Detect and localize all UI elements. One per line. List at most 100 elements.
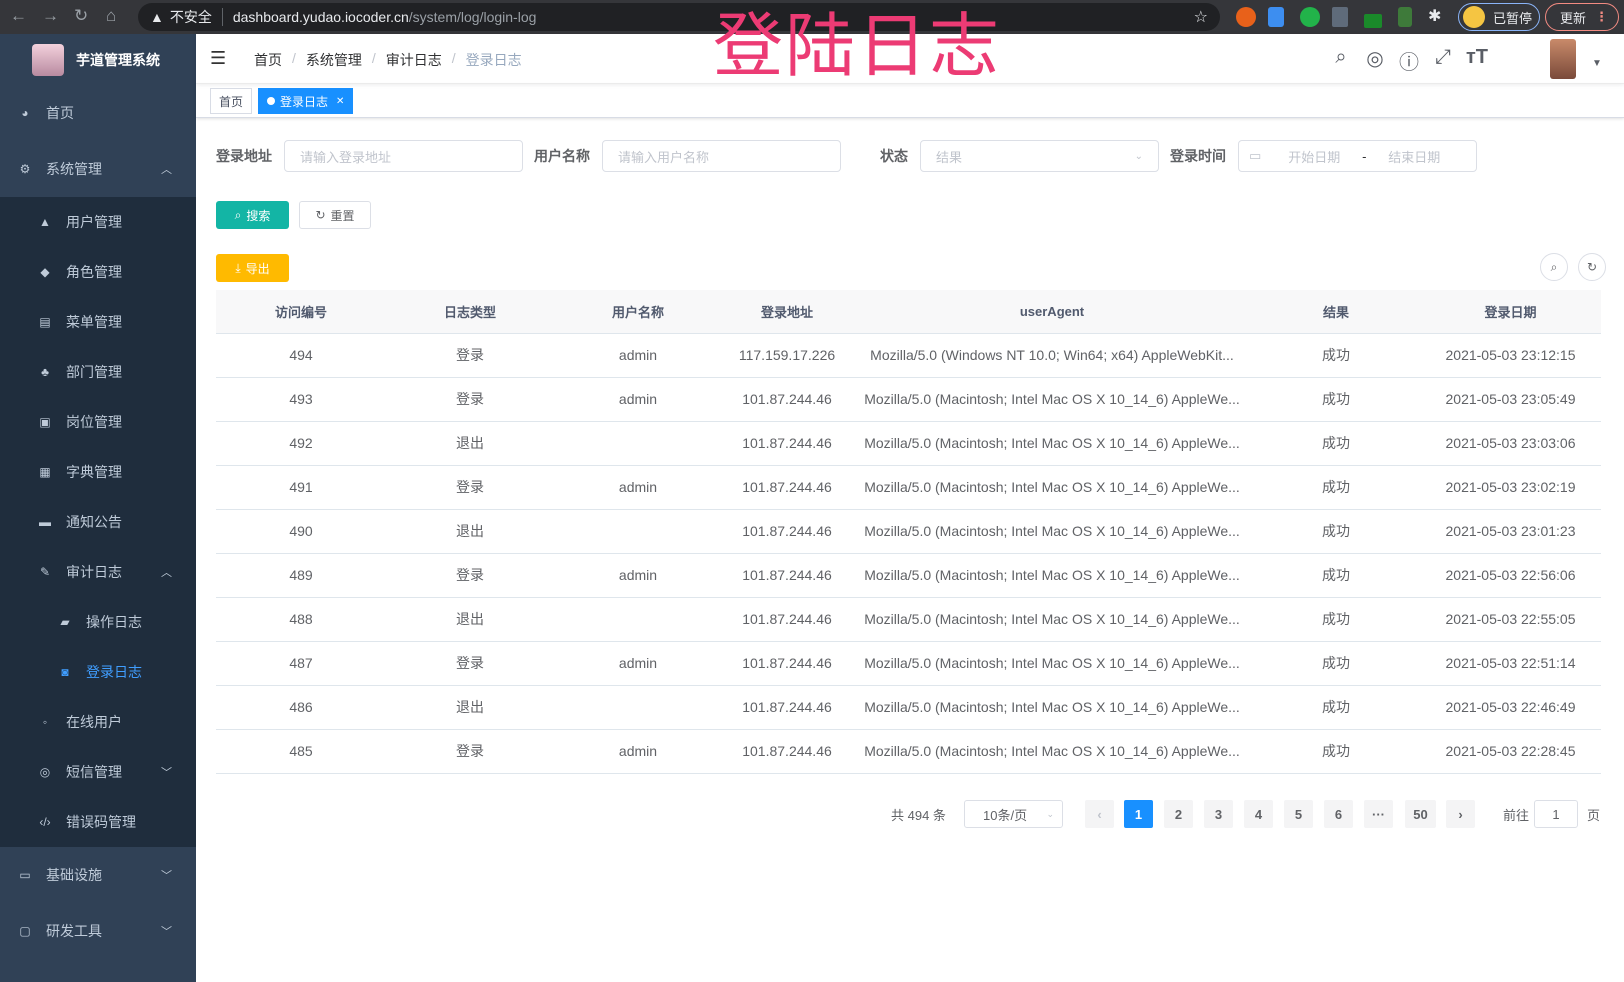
toggle-search-button[interactable]: ⌕: [1540, 253, 1568, 281]
page-button[interactable]: 6: [1324, 800, 1353, 828]
sidebar-item[interactable]: ‹/› 错误码管理: [0, 797, 196, 847]
extension-icon[interactable]: [1332, 7, 1348, 27]
column-header: 登录日期: [1420, 290, 1601, 334]
update-button[interactable]: 更新 ⋮: [1545, 3, 1619, 31]
table-row[interactable]: 487 登录 admin 101.87.244.46 Mozilla/5.0 (Maci…: [216, 641, 1601, 686]
prev-page-button[interactable]: ‹: [1085, 800, 1114, 828]
table-cell: admin: [554, 333, 722, 378]
sidebar-item[interactable]: ◆ 角色管理: [0, 247, 196, 297]
reload-icon[interactable]: ↻: [74, 6, 89, 25]
chevron-left-icon: ‹: [1097, 806, 1102, 822]
search-button[interactable]: ⌕ 搜索: [216, 201, 289, 229]
extension-icon[interactable]: [1236, 7, 1256, 27]
address-bar[interactable]: ▲ 不安全 dashboard.yudao.iocoder.cn /system…: [138, 3, 1220, 31]
page-button[interactable]: 2: [1164, 800, 1193, 828]
github-icon[interactable]: ◎: [1366, 48, 1384, 70]
overlay-title: 登陆日志: [713, 7, 1001, 85]
sidebar-item[interactable]: ▣ 岗位管理: [0, 397, 196, 447]
sidebar-item[interactable]: ◙ 登录日志: [0, 647, 196, 697]
table-row[interactable]: 494 登录 admin 117.159.17.226 Mozilla/5.0 (Win…: [216, 333, 1601, 378]
extension-icon[interactable]: [1300, 7, 1320, 27]
status-select[interactable]: 结果 ⌄: [920, 140, 1159, 172]
table-row[interactable]: 491 登录 admin 101.87.244.46 Mozilla/5.0 (Maci…: [216, 465, 1601, 510]
table-row[interactable]: 492 退出 101.87.244.46 Mozilla/5.0 (Macintosh…: [216, 421, 1601, 466]
sidebar-logo[interactable]: 芋道管理系统: [0, 34, 196, 85]
close-icon[interactable]: ✕: [336, 95, 345, 107]
table-cell: Mozilla/5.0 (Macintosh; Intel Mac OS X 1…: [852, 597, 1252, 642]
sidebar-item[interactable]: ◎ 短信管理 ﹀: [0, 747, 196, 797]
page-button[interactable]: 5: [1284, 800, 1313, 828]
date-range-picker[interactable]: ▭ 开始日期 - 结束日期: [1238, 140, 1477, 172]
search-icon[interactable]: ⌕: [1335, 46, 1347, 68]
sidebar-item[interactable]: ◕ 首页: [0, 85, 196, 141]
gear-icon: ⚙: [19, 162, 31, 176]
tag-login-log[interactable]: 登录日志 ✕: [258, 88, 354, 114]
table-row[interactable]: 488 退出 101.87.244.46 Mozilla/5.0 (Macintosh…: [216, 597, 1601, 642]
sidebar-item[interactable]: ▰ 操作日志: [0, 597, 196, 647]
address-input[interactable]: 请输入登录地址: [284, 140, 523, 172]
sidebar-item[interactable]: ▤ 菜单管理: [0, 297, 196, 347]
table-row[interactable]: 486 退出 101.87.244.46 Mozilla/5.0 (Macintosh…: [216, 685, 1601, 730]
sidebar-item[interactable]: ▢ 研发工具 ﹀: [0, 903, 196, 959]
puzzle-icon[interactable]: ✱: [1428, 8, 1442, 25]
extension-icon[interactable]: [1398, 7, 1412, 27]
sidebar-item[interactable]: ♣ 部门管理: [0, 347, 196, 397]
table-row[interactable]: 489 登录 admin 101.87.244.46 Mozilla/5.0 (Maci…: [216, 553, 1601, 598]
table-cell: 101.87.244.46: [722, 729, 852, 774]
table-cell: 成功: [1252, 509, 1420, 554]
export-button[interactable]: ⤓ 导出: [216, 254, 289, 282]
profile-button[interactable]: 已暂停: [1458, 3, 1540, 31]
username-label: 用户名称: [534, 148, 590, 164]
placeholder: 请输入登录地址: [300, 149, 392, 165]
table-cell: 退出: [386, 597, 554, 642]
more-pages-button[interactable]: ···: [1364, 800, 1393, 828]
sidebar-item[interactable]: ▦ 字典管理: [0, 447, 196, 497]
search-icon: ⌕: [1550, 259, 1558, 274]
table-cell: 退出: [386, 685, 554, 730]
table-cell: 2021-05-03 23:01:23: [1420, 509, 1601, 554]
extension-icon[interactable]: [1268, 7, 1284, 27]
sidebar-item-label: 错误码管理: [66, 814, 136, 830]
caret-down-icon[interactable]: ▼: [1592, 58, 1602, 69]
username-input[interactable]: 请输入用户名称: [602, 140, 841, 172]
next-page-button[interactable]: ›: [1446, 800, 1475, 828]
sidebar-item-label: 岗位管理: [66, 414, 122, 430]
sidebar-item[interactable]: ▬ 通知公告: [0, 497, 196, 547]
table-row[interactable]: 493 登录 admin 101.87.244.46 Mozilla/5.0 (Maci…: [216, 377, 1601, 422]
table-row[interactable]: 490 退出 101.87.244.46 Mozilla/5.0 (Macintosh…: [216, 509, 1601, 554]
page-size-select[interactable]: 10条/页 ⌄: [964, 800, 1063, 828]
font-size-icon[interactable]: тT: [1465, 46, 1488, 68]
page-button[interactable]: 3: [1204, 800, 1233, 828]
refresh-button[interactable]: ↻: [1578, 253, 1606, 281]
sidebar-item[interactable]: ✎ 审计日志 ︿: [0, 547, 196, 597]
dashboard-icon: ◕: [21, 106, 29, 120]
button-label: 导出: [245, 261, 270, 276]
help-icon[interactable]: ⓘ: [1399, 52, 1419, 74]
start-date[interactable]: 开始日期: [1288, 149, 1341, 165]
monitor-icon: ▭: [19, 868, 31, 882]
sidebar-item[interactable]: ◦ 在线用户: [0, 697, 196, 747]
reset-button[interactable]: ↻ 重置: [299, 201, 371, 229]
tag-home[interactable]: 首页: [210, 88, 253, 114]
page-button[interactable]: 1: [1124, 800, 1153, 828]
table-row[interactable]: 485 登录 admin 101.87.244.46 Mozilla/5.0 (Maci…: [216, 729, 1601, 774]
goto-page-input[interactable]: 1: [1534, 800, 1578, 828]
page-button[interactable]: 4: [1244, 800, 1273, 828]
sidebar-item[interactable]: ▭ 基础设施 ﹀: [0, 847, 196, 903]
back-icon[interactable]: ←: [10, 6, 27, 25]
sidebar-item[interactable]: ▲ 用户管理: [0, 197, 196, 247]
hamburger-icon[interactable]: ☰: [210, 48, 227, 68]
breadcrumb-separator: /: [292, 50, 296, 66]
breadcrumb-item[interactable]: 首页: [254, 52, 282, 68]
table-cell: 488: [216, 597, 386, 642]
bookmark-star-icon[interactable]: ☆: [1193, 9, 1208, 26]
user-avatar[interactable]: [1550, 39, 1576, 79]
home-icon[interactable]: ⌂: [106, 6, 117, 25]
extension-icon[interactable]: [1364, 14, 1382, 28]
forward-icon[interactable]: →: [42, 6, 59, 25]
fullscreen-icon[interactable]: ⤢: [1435, 46, 1451, 68]
chevron-down-icon: ⌄: [1134, 150, 1143, 162]
end-date[interactable]: 结束日期: [1388, 149, 1441, 165]
page-button[interactable]: 50: [1405, 800, 1436, 828]
sidebar-item[interactable]: ⚙ 系统管理 ︿: [0, 141, 196, 197]
